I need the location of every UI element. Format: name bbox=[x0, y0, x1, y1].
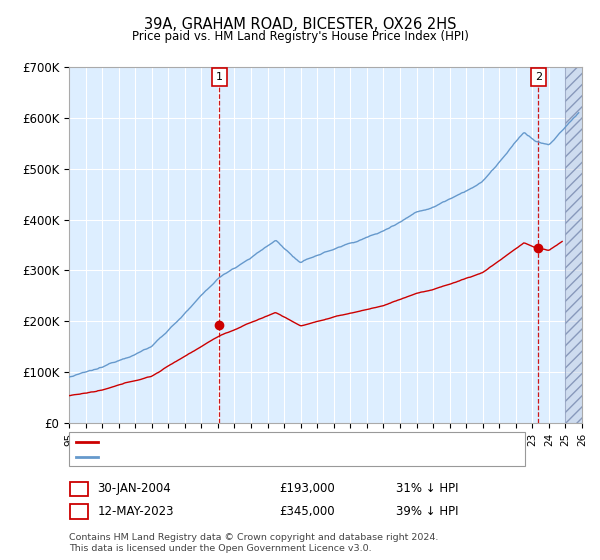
Text: £193,000: £193,000 bbox=[279, 482, 335, 496]
Text: 2: 2 bbox=[535, 72, 542, 82]
Text: 2: 2 bbox=[76, 505, 83, 518]
Text: Price paid vs. HM Land Registry's House Price Index (HPI): Price paid vs. HM Land Registry's House … bbox=[131, 30, 469, 43]
Bar bbox=[565, 67, 590, 423]
Text: 12-MAY-2023: 12-MAY-2023 bbox=[97, 505, 174, 518]
Text: 39A, GRAHAM ROAD, BICESTER, OX26 2HS: 39A, GRAHAM ROAD, BICESTER, OX26 2HS bbox=[144, 17, 456, 31]
Bar bbox=[565, 67, 590, 423]
Text: 31% ↓ HPI: 31% ↓ HPI bbox=[396, 482, 458, 496]
Text: £345,000: £345,000 bbox=[279, 505, 335, 518]
Text: 1: 1 bbox=[216, 72, 223, 82]
Text: 39A, GRAHAM ROAD, BICESTER, OX26 2HS (detached house): 39A, GRAHAM ROAD, BICESTER, OX26 2HS (de… bbox=[102, 437, 436, 447]
Text: 1: 1 bbox=[76, 482, 83, 496]
Text: 30-JAN-2004: 30-JAN-2004 bbox=[97, 482, 171, 496]
Text: HPI: Average price, detached house, Cherwell: HPI: Average price, detached house, Cher… bbox=[102, 451, 352, 461]
Text: 39% ↓ HPI: 39% ↓ HPI bbox=[396, 505, 458, 518]
Text: Contains HM Land Registry data © Crown copyright and database right 2024.
This d: Contains HM Land Registry data © Crown c… bbox=[69, 533, 439, 553]
